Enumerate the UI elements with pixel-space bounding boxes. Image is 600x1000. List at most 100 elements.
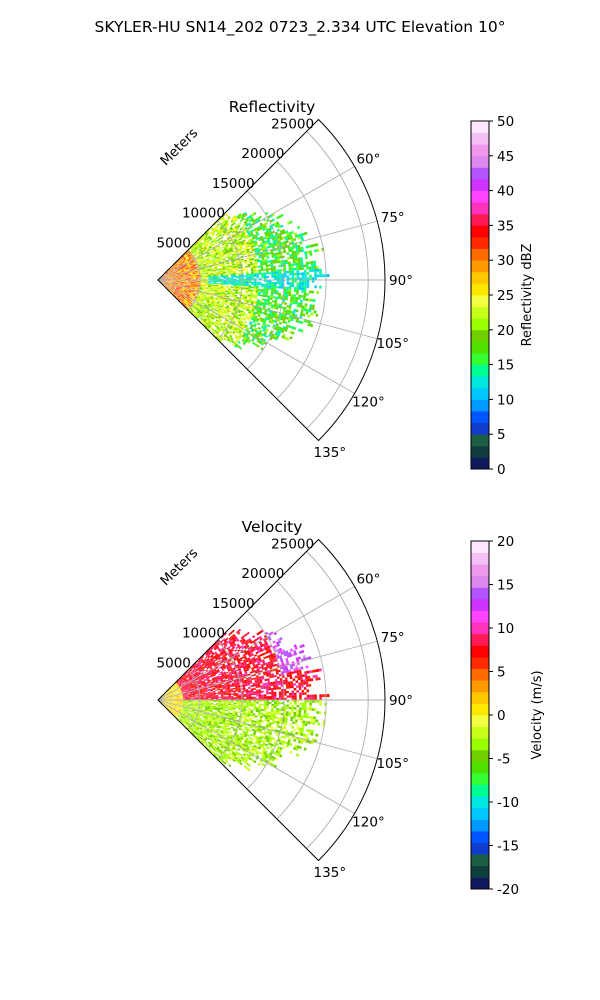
data-cell xyxy=(277,294,281,298)
data-cell xyxy=(192,271,195,273)
data-cell xyxy=(245,265,248,268)
data-cell xyxy=(279,229,283,233)
data-cell xyxy=(247,263,251,266)
data-cell xyxy=(191,268,195,271)
data-cell xyxy=(199,250,203,253)
data-cell xyxy=(196,241,199,244)
data-cell xyxy=(236,223,240,227)
data-cell xyxy=(230,255,233,258)
data-cell xyxy=(239,214,243,218)
data-cell xyxy=(210,272,214,274)
data-cell xyxy=(185,281,189,283)
data-cell xyxy=(262,218,267,222)
data-cell xyxy=(306,266,309,270)
data-cell xyxy=(172,269,176,271)
data-cell xyxy=(261,274,264,277)
data-cell xyxy=(224,262,227,265)
data-cell xyxy=(224,249,228,252)
data-cell xyxy=(288,307,292,311)
data-cell xyxy=(240,240,244,244)
data-cell xyxy=(265,295,268,298)
data-cell xyxy=(233,251,237,254)
data-cell xyxy=(177,274,181,276)
data-cell xyxy=(286,232,290,236)
data-cell xyxy=(236,277,239,279)
data-cell xyxy=(225,225,229,229)
data-cell xyxy=(301,282,305,286)
data-cell xyxy=(220,268,223,271)
colorbar-swatch xyxy=(471,445,489,458)
data-cell xyxy=(216,249,220,252)
data-cell xyxy=(301,280,305,283)
data-cell xyxy=(219,267,223,270)
data-cell xyxy=(248,258,252,261)
data-cell xyxy=(274,275,277,278)
data-cell xyxy=(227,248,230,251)
data-cell xyxy=(244,226,248,230)
data-cell xyxy=(173,265,176,268)
data-cell xyxy=(175,276,178,278)
data-cell xyxy=(215,233,219,236)
colorbar-swatch xyxy=(471,190,489,203)
data-cell xyxy=(216,250,220,253)
data-cell xyxy=(255,243,259,247)
data-cell xyxy=(165,276,168,278)
data-cell xyxy=(238,287,241,289)
data-cell xyxy=(191,261,195,264)
data-cell xyxy=(248,276,252,279)
data-cell xyxy=(290,265,294,269)
data-cell xyxy=(209,226,213,230)
colorbar-swatch xyxy=(471,434,489,447)
data-cell xyxy=(234,649,238,652)
data-cell xyxy=(289,234,293,238)
data-cell xyxy=(217,251,221,254)
data-cell xyxy=(256,283,259,286)
data-cell xyxy=(167,274,170,276)
data-cell xyxy=(174,272,177,274)
data-cell xyxy=(247,291,251,293)
data-cell xyxy=(167,270,171,273)
data-cell xyxy=(243,241,247,244)
data-cell xyxy=(180,278,184,280)
data-cell xyxy=(193,278,196,280)
data-cell xyxy=(292,299,296,302)
data-cell xyxy=(229,261,232,264)
data-cell xyxy=(215,248,219,251)
data-cell xyxy=(260,237,264,241)
data-cell xyxy=(181,264,184,266)
data-cell xyxy=(215,252,218,255)
data-cell xyxy=(186,258,190,261)
data-cell xyxy=(248,281,252,284)
data-cell xyxy=(221,242,225,245)
data-cell xyxy=(214,251,218,254)
data-cell xyxy=(234,229,238,232)
data-cell xyxy=(276,252,279,255)
data-cell xyxy=(192,264,196,266)
colorbar-swatch xyxy=(471,248,489,261)
data-cell xyxy=(200,246,203,249)
data-cell xyxy=(205,262,209,265)
data-cell xyxy=(264,260,268,263)
data-cell xyxy=(281,275,285,278)
data-cell xyxy=(297,236,301,240)
data-cell xyxy=(210,249,214,252)
data-cell xyxy=(185,265,188,267)
data-cell xyxy=(202,269,205,271)
data-cell xyxy=(233,215,237,219)
data-cell xyxy=(167,277,171,278)
data-cell xyxy=(256,271,259,274)
data-cell xyxy=(276,273,279,276)
data-cell xyxy=(253,212,257,216)
data-cell xyxy=(174,273,178,275)
data-cell xyxy=(311,277,315,280)
data-cell xyxy=(256,226,260,230)
data-cell xyxy=(229,253,232,256)
data-cell xyxy=(162,275,164,277)
data-cell xyxy=(190,277,194,279)
data-cell xyxy=(234,254,238,257)
data-cell xyxy=(248,240,252,244)
data-cell xyxy=(205,245,209,248)
data-cell xyxy=(212,253,216,256)
colorbar-tick-label: 5 xyxy=(497,427,506,443)
data-cell xyxy=(223,246,227,250)
